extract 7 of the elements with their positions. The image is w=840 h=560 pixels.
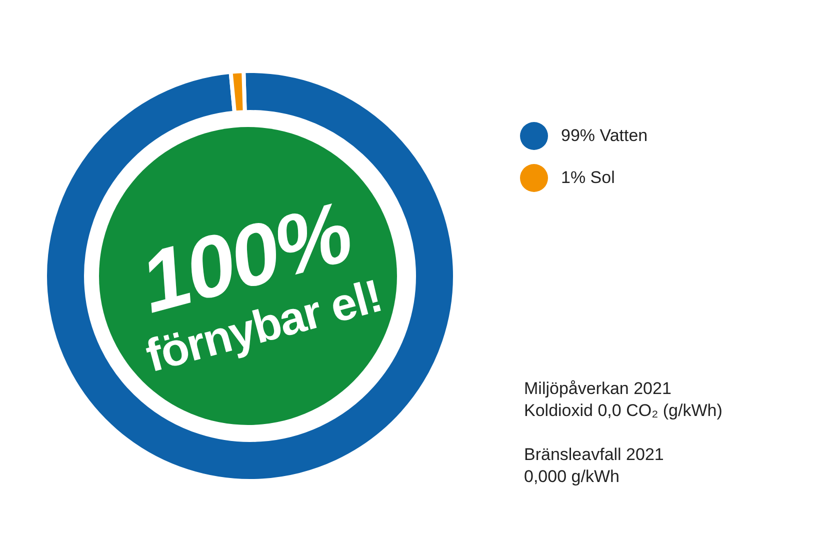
text: Miljöpåverkan 2021 [524,378,672,400]
text: 0,000 g/kWh [524,466,620,488]
legend-label: 1% Sol [561,168,615,188]
legend-label: 99% Vatten [561,126,648,146]
text: Koldioxid 0,0 CO₂ (g/kWh) [524,400,722,422]
text: Bränsleavfall 2021 [524,444,665,466]
text: 100% förnybar el! [130,184,387,382]
